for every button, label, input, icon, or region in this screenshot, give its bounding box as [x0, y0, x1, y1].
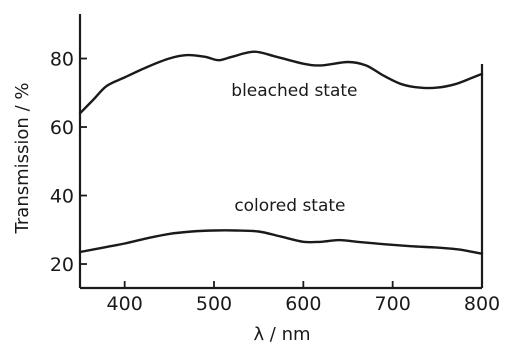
axes	[78, 14, 484, 290]
y-tick-label: 60	[50, 117, 74, 139]
colored-state-line	[78, 229, 484, 255]
y-tick-label: 80	[50, 49, 74, 71]
ticks: 400 500 600 700 800 20 40 60 80	[50, 49, 500, 315]
y-tick-label: 20	[50, 254, 74, 276]
x-axis-label: λ / nm	[253, 324, 310, 345]
y-axis-label: Transmission / %	[12, 83, 33, 235]
colored-state-label: colored state	[234, 196, 345, 216]
annotations: bleached state colored state	[231, 81, 357, 216]
x-tick-label: 600	[285, 293, 321, 315]
series-layer	[78, 50, 484, 255]
x-tick-label: 700	[375, 293, 411, 315]
x-tick-label: 500	[196, 293, 232, 315]
y-tick-label: 40	[50, 186, 74, 208]
x-tick-label: 400	[107, 293, 143, 315]
bleached-state-label: bleached state	[231, 81, 357, 101]
bleached-state-line	[78, 50, 484, 115]
x-tick-label: 800	[464, 293, 500, 315]
